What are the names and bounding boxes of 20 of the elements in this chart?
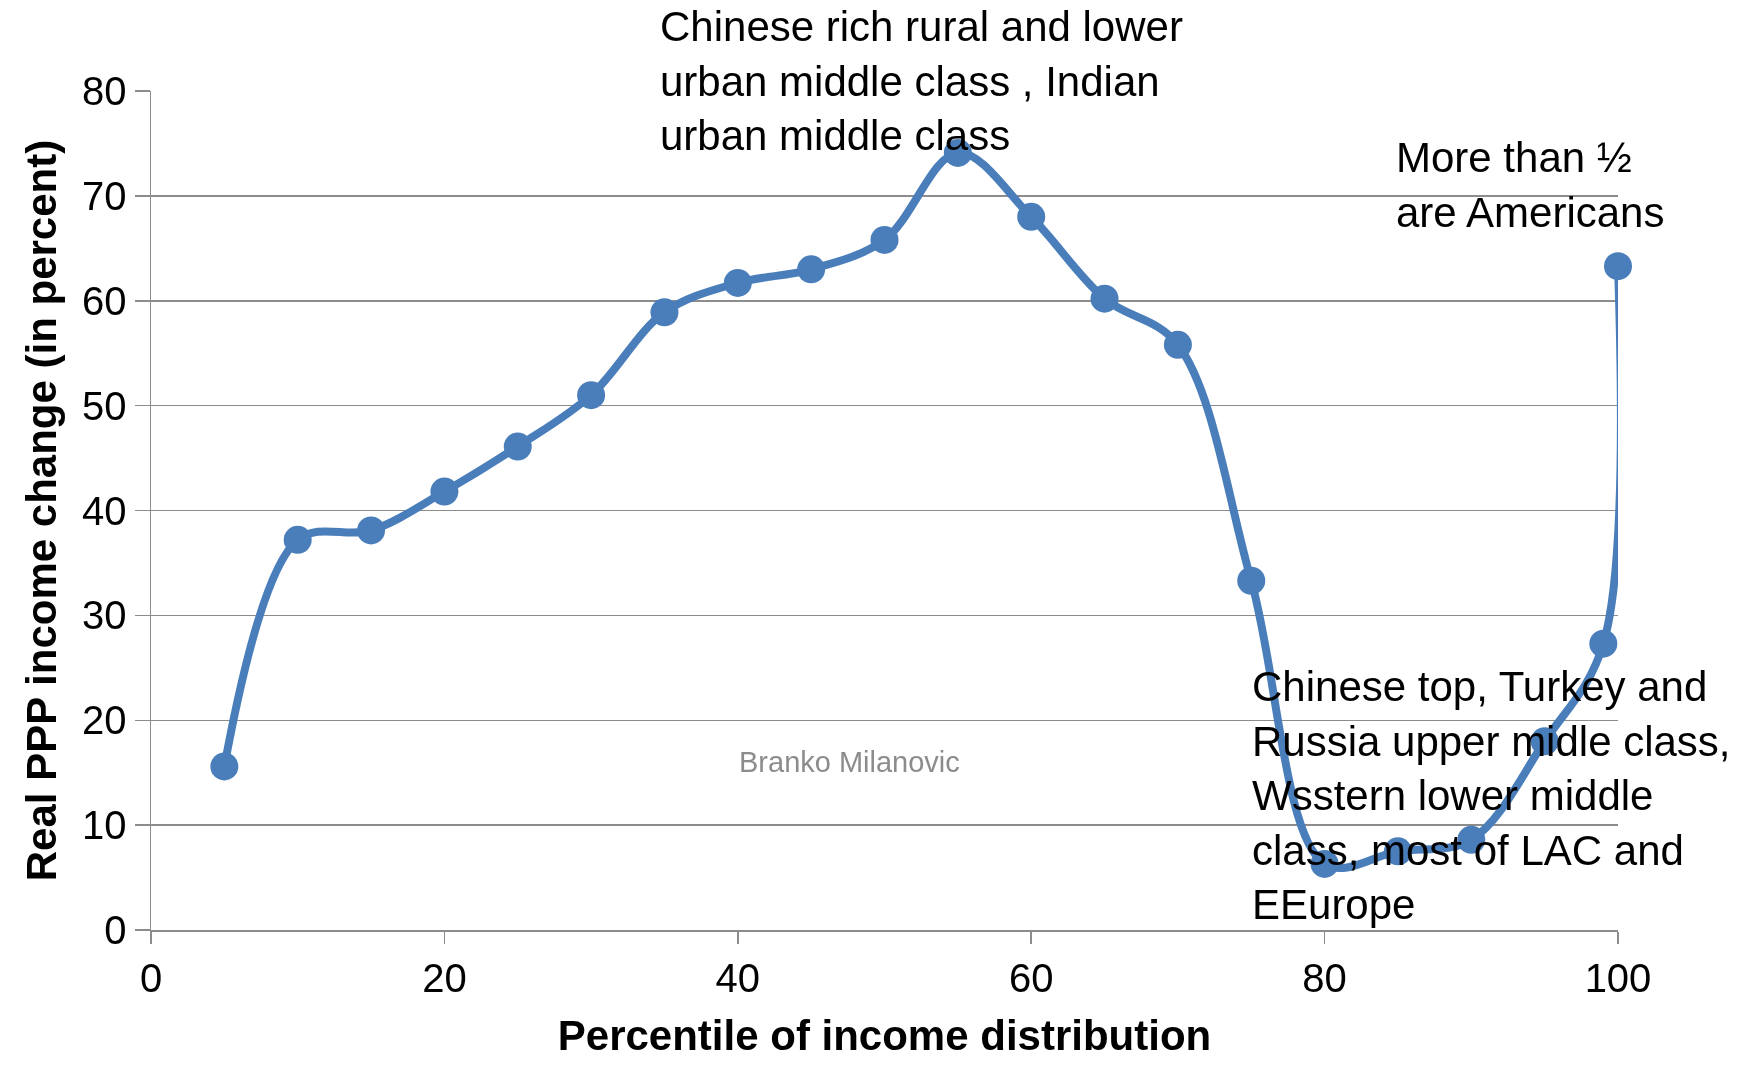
y-tick-label: 70: [82, 173, 127, 218]
y-tick-label: 60: [82, 278, 127, 323]
annotation: Chinese rich rural and lower urban middle class , Indian urban middle class: [660, 3, 1183, 160]
y-tick-label: 30: [82, 593, 127, 638]
y-tick-label: 10: [82, 803, 127, 848]
x-tick-label: 60: [1008, 955, 1054, 1000]
x-tick-label: 40: [715, 955, 761, 1000]
x-tick-label: 20: [422, 955, 467, 1000]
x-tick-label: 100: [1584, 955, 1652, 1000]
annotation: More than ½ are Americans: [1396, 134, 1665, 236]
y-tick-label: 50: [82, 383, 127, 428]
y-tick-label: 80: [82, 69, 127, 113]
x-tick-label: 0: [139, 955, 163, 1000]
y-tick-label: 0: [104, 908, 127, 952]
x-tick-label: 80: [1302, 955, 1347, 1000]
y-axis-title: Real PPP income change (in percent): [18, 139, 66, 882]
y-tick-label: 40: [82, 488, 127, 533]
y-tick-label: 20: [82, 698, 127, 743]
annotation: Branko Milanovic: [739, 746, 960, 778]
x-axis-title: Percentile of income distribution: [557, 1012, 1212, 1060]
